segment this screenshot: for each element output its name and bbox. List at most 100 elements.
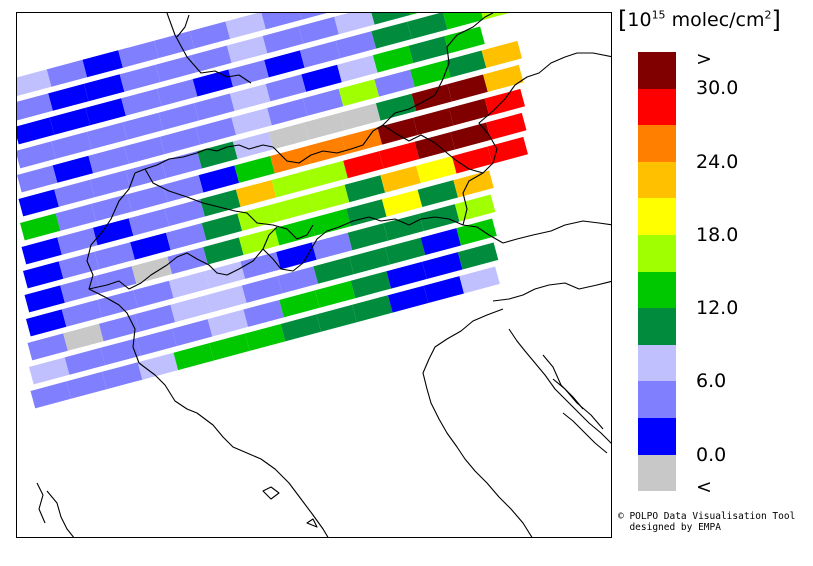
border-line: [502, 220, 611, 244]
swath-pixel: [337, 55, 378, 83]
swath-pixel: [82, 50, 123, 78]
border-line: [382, 13, 494, 126]
swath-pixel: [191, 45, 232, 73]
legend-tick-label: 24.0: [696, 150, 739, 173]
swath-pixel: [121, 88, 162, 116]
swath-pixel: [154, 31, 195, 59]
swath-pixel: [310, 208, 351, 236]
coast-line: [46, 490, 75, 537]
swath-pixel: [241, 276, 283, 303]
swath-pixel: [313, 256, 354, 284]
swath-pixel: [380, 165, 421, 193]
swath-pixel: [314, 280, 356, 308]
swath-pixel: [316, 304, 357, 332]
swath-pixel: [21, 237, 62, 265]
swath-pixel: [30, 381, 71, 409]
swath-pixel: [349, 247, 390, 275]
swath-pixel: [305, 136, 347, 164]
swath-pixel: [372, 45, 414, 73]
swath-pixel: [371, 13, 411, 25]
swath-pixel: [203, 237, 244, 265]
swath-pixel: [338, 79, 380, 107]
coast-line: [508, 328, 611, 444]
swath-pixel: [46, 59, 88, 87]
coast-line: [562, 412, 608, 454]
swath-pixel: [100, 338, 141, 366]
swath-pixel: [277, 266, 319, 294]
legend-swatch: [638, 52, 676, 89]
border-line: [262, 216, 410, 272]
swath-pixel: [173, 343, 214, 371]
swath-pixel: [64, 347, 106, 375]
swath-pixel: [386, 261, 427, 289]
swath-pixel: [459, 266, 500, 294]
swath-pixel: [94, 242, 135, 270]
swath-pixel: [456, 218, 497, 246]
swath-pixel: [207, 309, 249, 337]
unit-exponent: 15: [651, 8, 666, 22]
swath-pixel: [420, 228, 461, 255]
coast-line: [196, 412, 329, 537]
swath-pixel: [90, 170, 131, 198]
swath-pixel: [304, 112, 345, 140]
swath-pixel: [457, 242, 499, 270]
legend-swatch: [638, 234, 676, 272]
swath-pixel: [267, 98, 308, 126]
map-panel[interactable]: [16, 12, 612, 538]
swath-pixel: [27, 333, 68, 361]
swath-pixel: [279, 290, 320, 318]
swath-pixel: [483, 64, 524, 92]
swath-pixel: [273, 194, 314, 222]
swath-pixel: [164, 199, 205, 227]
swath-pixel: [299, 40, 341, 68]
swath-pixel: [407, 13, 448, 39]
swath-pixel: [206, 285, 247, 313]
legend-tick-label: 18.0: [696, 224, 739, 246]
swath-pixel: [52, 155, 94, 183]
swath-pixel: [375, 93, 417, 121]
swath-pixel: [414, 132, 455, 159]
credit-line-1: © POLPO Data Visualisation Tool: [618, 511, 796, 522]
unit-prefix: 10: [627, 9, 652, 31]
swath-pixel: [57, 227, 98, 255]
swath-pixel: [125, 160, 167, 188]
coast-line: [306, 518, 318, 528]
swath-pixel: [119, 64, 161, 92]
swath-pixel: [352, 295, 393, 323]
swath-pixel: [238, 228, 280, 255]
swath-pixel: [347, 223, 389, 251]
swath-pixel: [20, 213, 61, 241]
swath-pixel: [198, 165, 240, 193]
swath-pixel: [161, 151, 202, 179]
swath-pixel: [374, 69, 415, 97]
swath-pixel: [87, 122, 128, 150]
swath-pixel: [371, 21, 412, 49]
border-line: [134, 144, 274, 174]
swath-pixel: [447, 74, 488, 102]
border-line: [86, 172, 198, 414]
swath-pixel: [84, 74, 125, 102]
swath-pixel: [481, 40, 522, 68]
swath-pixel: [423, 276, 464, 303]
legend-tick-label: 0.0: [696, 443, 727, 466]
swath-pixel: [444, 26, 485, 54]
legend-tick-label: 12.0: [696, 297, 739, 320]
legend-swatch: [638, 454, 676, 492]
swath-pixel: [61, 299, 103, 327]
legend-tick-label: 30.0: [696, 77, 739, 99]
swath-pixel: [408, 36, 449, 63]
swath-pixel: [201, 213, 243, 241]
legend-swatch: [638, 88, 676, 126]
swath-pixel: [166, 223, 207, 251]
swath-pixel: [48, 83, 89, 111]
legend-swatch: [638, 161, 676, 199]
swath-pixel: [102, 362, 143, 390]
swath-pixel: [133, 280, 174, 308]
swath-pixel: [26, 309, 67, 337]
swath-pixel: [58, 251, 100, 279]
no2-swath-map: [17, 13, 611, 537]
swath-pixel: [63, 323, 104, 351]
coast-line: [36, 482, 46, 524]
swath-pixel: [91, 194, 132, 222]
swath-pixel: [454, 194, 496, 222]
